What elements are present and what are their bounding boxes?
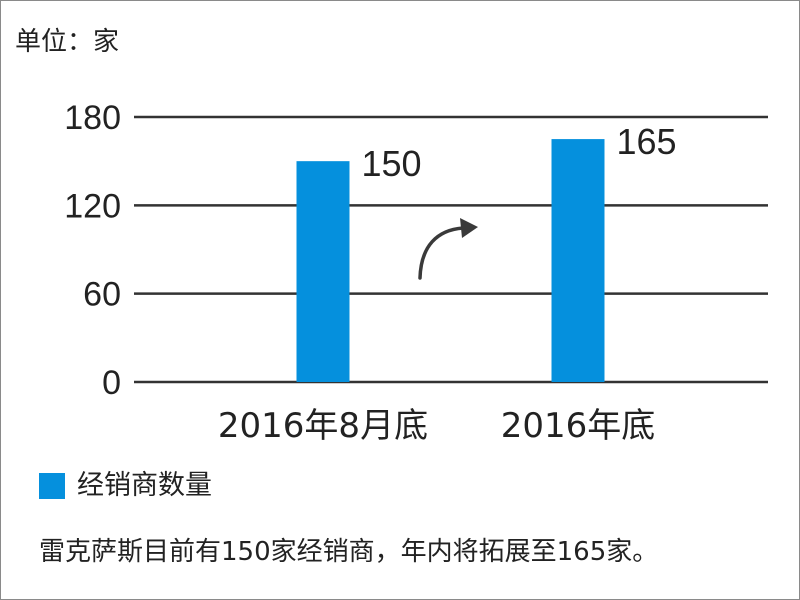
caption-text: 雷克萨斯目前有150家经销商，年内将拓展至165家。 <box>39 537 659 567</box>
bars <box>296 139 605 382</box>
data-label: 150 <box>362 143 422 184</box>
bar <box>551 139 605 382</box>
curved-arrow-icon <box>418 218 478 280</box>
y-tick-label: 0 <box>102 364 121 402</box>
legend-swatch <box>39 473 65 499</box>
legend-label: 经销商数量 <box>77 470 212 501</box>
unit-label: 单位：家 <box>15 27 120 57</box>
gridlines <box>134 115 768 384</box>
bar <box>296 161 350 382</box>
data-labels: 150 165 <box>362 121 677 184</box>
category-label: 2016年8月底 <box>218 406 428 446</box>
category-labels: 2016年8月底 2016年底 <box>218 406 655 446</box>
category-label: 2016年底 <box>501 406 656 446</box>
y-axis-ticks: 0 60 120 180 <box>64 99 121 402</box>
y-tick-label: 120 <box>64 187 121 225</box>
legend: 经销商数量 <box>39 471 212 501</box>
y-tick-label: 180 <box>64 99 121 137</box>
data-label: 165 <box>617 121 677 162</box>
y-tick-label: 60 <box>83 276 121 314</box>
